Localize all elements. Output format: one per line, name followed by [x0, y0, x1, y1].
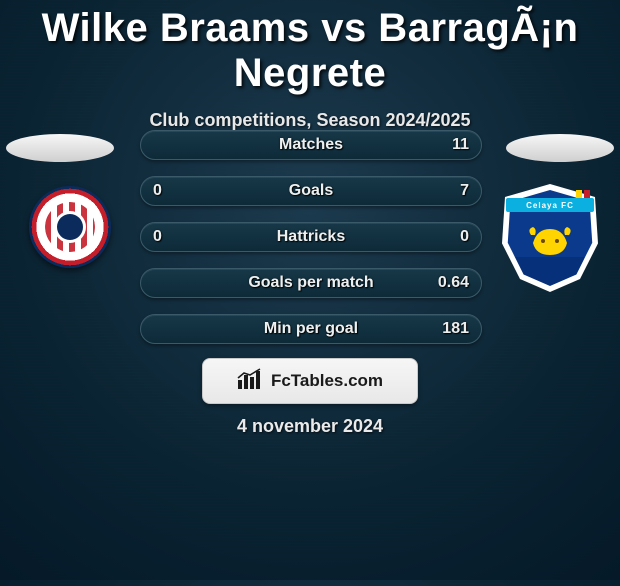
- stat-label: Hattricks: [277, 228, 345, 246]
- stats-table: Matches 11 0 Goals 7 0 Hattricks 0 Goals…: [140, 130, 482, 360]
- club-badge-right: Celaya FC: [500, 184, 600, 292]
- stat-row-gpm: Goals per match 0.64: [140, 268, 482, 298]
- page-subtitle: Club competitions, Season 2024/2025: [0, 110, 620, 131]
- stat-label: Goals per match: [248, 274, 373, 292]
- stat-row-mpg: Min per goal 181: [140, 314, 482, 344]
- player-photo-left-placeholder: [6, 134, 114, 162]
- branding-pill: FcTables.com: [202, 358, 418, 404]
- stat-right-value: 181: [442, 320, 469, 338]
- stat-row-goals: 0 Goals 7: [140, 176, 482, 206]
- club-badge-left: [20, 186, 120, 268]
- bar-chart-icon: [237, 368, 263, 395]
- stat-left-value: 0: [153, 228, 162, 246]
- footer-date: 4 november 2024: [0, 416, 620, 437]
- stat-label: Matches: [279, 136, 343, 154]
- celaya-band-text: Celaya FC: [506, 198, 594, 212]
- branding-text: FcTables.com: [271, 371, 383, 391]
- stat-row-hattricks: 0 Hattricks 0: [140, 222, 482, 252]
- stat-row-matches: Matches 11: [140, 130, 482, 160]
- page-title: Wilke Braams vs BarragÃ¡n Negrete: [0, 6, 620, 96]
- stat-right-value: 7: [460, 182, 469, 200]
- player-photo-right-placeholder: [506, 134, 614, 162]
- stat-left-value: 0: [153, 182, 162, 200]
- celaya-crest-icon: Celaya FC: [500, 184, 600, 292]
- stat-right-value: 0: [460, 228, 469, 246]
- stat-right-value: 0.64: [438, 274, 469, 292]
- stat-right-value: 11: [452, 136, 469, 154]
- stat-label: Min per goal: [264, 320, 358, 338]
- chivas-crest-icon: [29, 186, 111, 268]
- stat-label: Goals: [289, 182, 333, 200]
